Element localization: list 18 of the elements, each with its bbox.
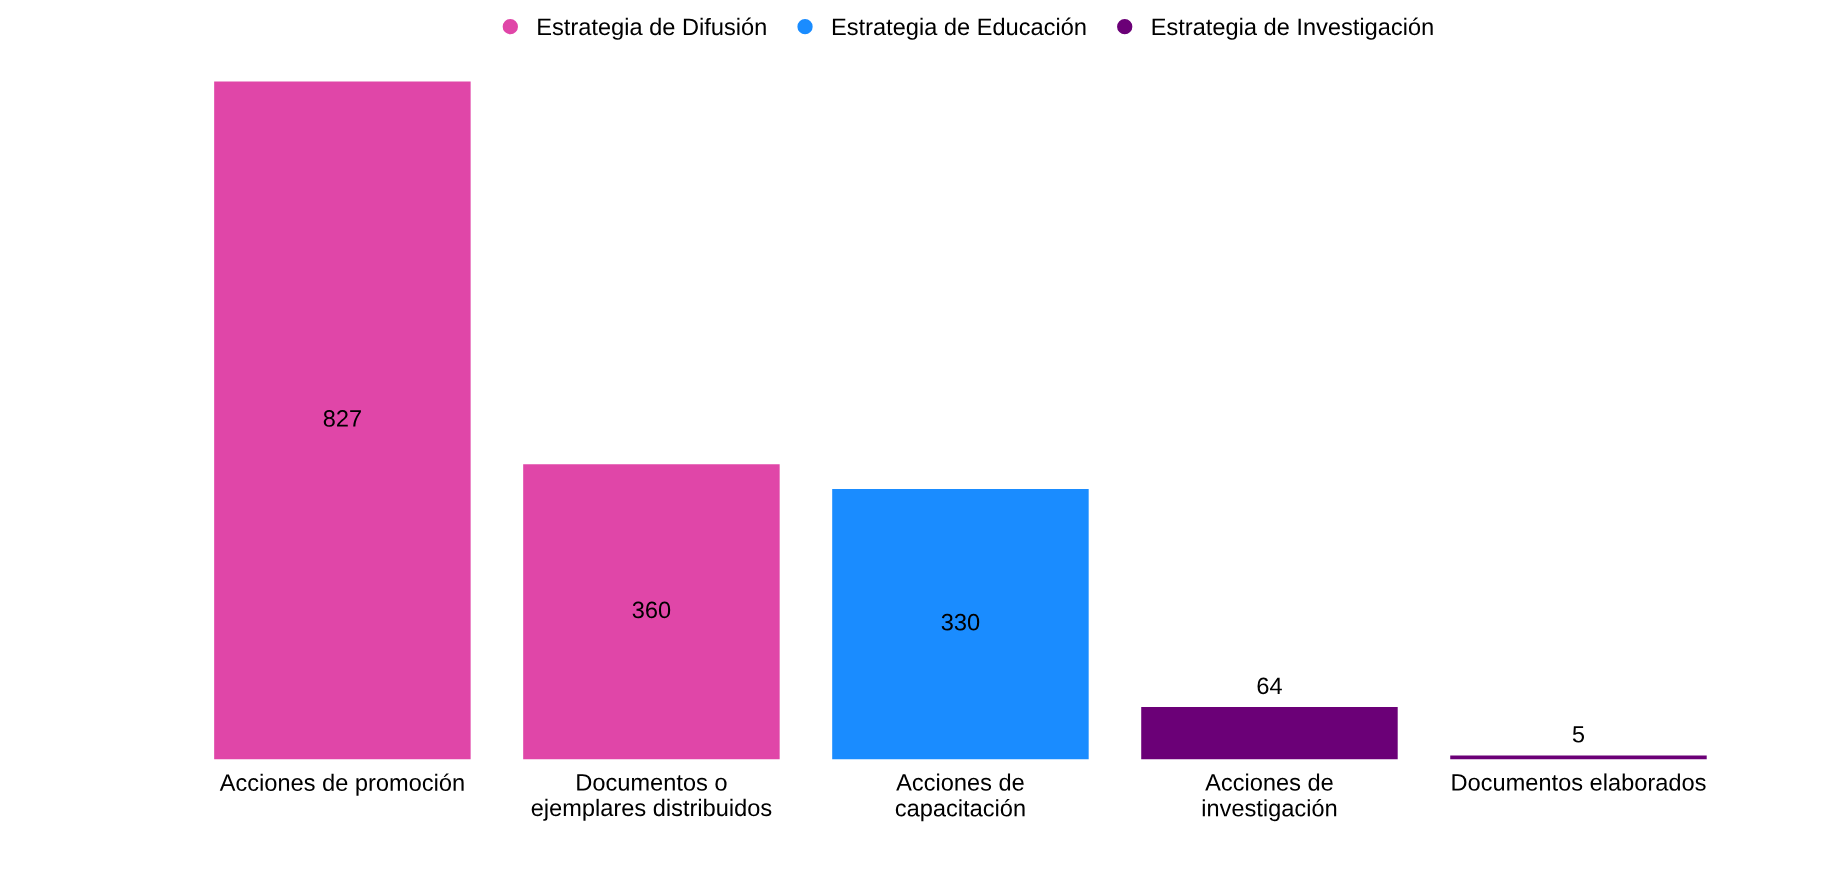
bar [523, 464, 780, 760]
data-label: 64 [1257, 677, 1282, 695]
x-tick-label: Acciones de investigación [1202, 773, 1337, 822]
x-tick-label: Acciones de promoción [219, 773, 464, 796]
legend-label: Estrategia de Investigación [1152, 17, 1433, 40]
data-label: 330 [941, 613, 980, 631]
x-tick-label: Documentos o ejemplares distribuidos [531, 774, 772, 821]
bar [1450, 755, 1707, 760]
data-label: 827 [323, 410, 361, 427]
data-label: 5 [1572, 726, 1585, 743]
legend-label: Estrategia de Difusión [538, 17, 766, 40]
x-tick-label: Documentos elaborados [1452, 773, 1706, 791]
legend-label: Estrategia de Educación [832, 17, 1086, 40]
bar [214, 81, 471, 760]
data-label: 360 [632, 601, 671, 619]
x-tick-label: Acciones de capacitación [895, 773, 1025, 822]
bar [1141, 707, 1398, 760]
bar [832, 488, 1089, 760]
